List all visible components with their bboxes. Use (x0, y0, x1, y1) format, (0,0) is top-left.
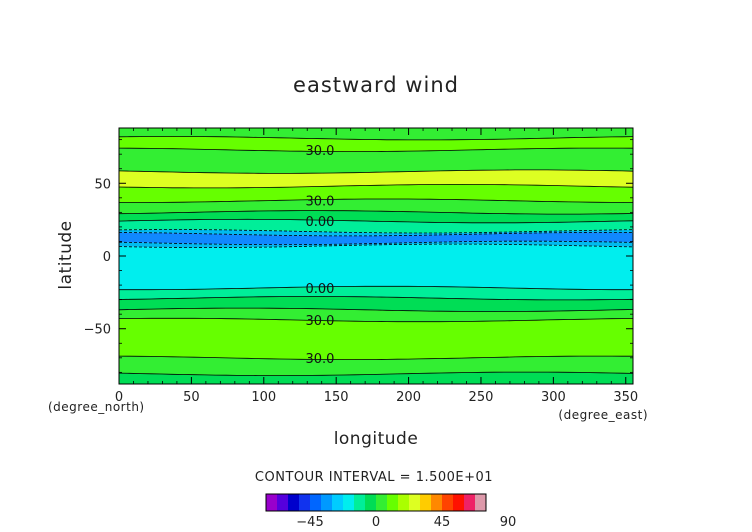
colorbar-tick-label: 90 (500, 515, 517, 530)
colorbar-swatch (420, 494, 432, 511)
x-unit-label: (degree_east) (558, 408, 648, 422)
contour-band (119, 244, 633, 290)
contour-line (119, 285, 633, 291)
contour-label: 0.00 (306, 282, 335, 297)
contour-label: 30.0 (306, 144, 335, 159)
contour-band (119, 184, 633, 203)
contour-band (119, 318, 633, 360)
contour-label: 30.0 (306, 195, 335, 210)
x-tick-label: 150 (324, 390, 349, 405)
x-tick-label: 0 (115, 390, 123, 405)
contour-line (118, 232, 634, 237)
y-axis-label: latitude (56, 220, 76, 289)
colorbar-tick-label: −45 (296, 515, 323, 530)
contour-line (118, 169, 634, 174)
contour-lines (118, 135, 634, 376)
contour-band (119, 372, 633, 384)
contour-band (119, 148, 633, 174)
colorbar (265, 493, 487, 512)
contour-band (119, 169, 633, 188)
colorbar-tick-label: 45 (434, 515, 451, 530)
colorbar-swatch (442, 494, 454, 511)
contour-line (118, 184, 634, 189)
contour-band (119, 199, 633, 215)
colorbar-swatch (354, 494, 366, 511)
contour-labels: 30.0 30.0 0.00 0.00 30.0 30.0 (306, 144, 335, 367)
contour-bands (119, 128, 633, 384)
contour-interval-text: CONTOUR INTERVAL = 1.500E+01 (255, 470, 493, 485)
contour-line (118, 355, 633, 360)
contour-line (118, 296, 634, 301)
colorbar-swatch (299, 494, 311, 511)
colorbar-swatch (310, 494, 322, 511)
y-ticks: −50 0 50 (84, 139, 633, 373)
x-tick-label: 350 (613, 390, 638, 405)
y-tick-label: −50 (84, 323, 111, 338)
x-tick-label: 250 (469, 390, 494, 405)
contour-line (118, 371, 634, 376)
contour-line (118, 198, 634, 203)
contour-line (118, 147, 634, 152)
x-ticks: 0 50 100 150 200 250 300 350 (115, 128, 638, 405)
contour-band (119, 219, 633, 233)
colorbar-swatch (453, 494, 465, 511)
colorbar-swatch (431, 494, 443, 511)
contour-line (118, 210, 634, 215)
y-unit-label: (degree_north) (48, 400, 145, 414)
contour-band (119, 356, 633, 376)
contour-band (119, 232, 633, 245)
contour-label: 0.00 (306, 215, 335, 230)
contour-band (119, 286, 633, 300)
contour-line (118, 243, 634, 248)
colorbar-swatch (464, 494, 476, 511)
contour-line (118, 218, 634, 224)
colorbar-swatch (321, 494, 333, 511)
contour-line (118, 240, 634, 246)
colorbar-swatch (266, 494, 278, 511)
y-tick-label: 0 (103, 250, 111, 265)
colorbar-swatch (365, 494, 377, 511)
colorbar-frame (265, 493, 487, 512)
colorbar-ticks: −45 0 45 90 (296, 515, 516, 530)
contour-label: 30.0 (306, 352, 335, 367)
x-tick-label: 300 (541, 390, 566, 405)
chart-title: eastward wind (293, 73, 459, 97)
colorbar-swatch (277, 494, 289, 511)
colorbar-swatch (332, 494, 344, 511)
y-tick-label: 50 (94, 177, 111, 192)
contour-line (118, 229, 634, 234)
x-tick-label: 100 (251, 390, 276, 405)
contour-band (119, 136, 633, 152)
colorbar-swatch (343, 494, 355, 511)
colorbar-swatch (398, 494, 410, 511)
colorbar-swatch (387, 494, 399, 511)
plot-area: 30.0 30.0 0.00 0.00 30.0 30.0 0 50 100 150 200 250… (84, 127, 638, 405)
x-tick-label: 50 (183, 390, 200, 405)
colorbar-tick-label: 0 (372, 515, 380, 530)
contour-line (118, 317, 634, 323)
x-tick-label: 200 (396, 390, 421, 405)
x-axis-label: longitude (334, 429, 419, 449)
colorbar-swatch (376, 494, 388, 511)
contour-label: 30.0 (306, 314, 335, 329)
colorbar-swatch (288, 494, 300, 511)
contour-line (118, 307, 634, 312)
contour-line (118, 135, 634, 141)
colorbar-swatch (409, 494, 421, 511)
colorbar-swatch (475, 494, 487, 511)
contour-band (119, 241, 633, 248)
